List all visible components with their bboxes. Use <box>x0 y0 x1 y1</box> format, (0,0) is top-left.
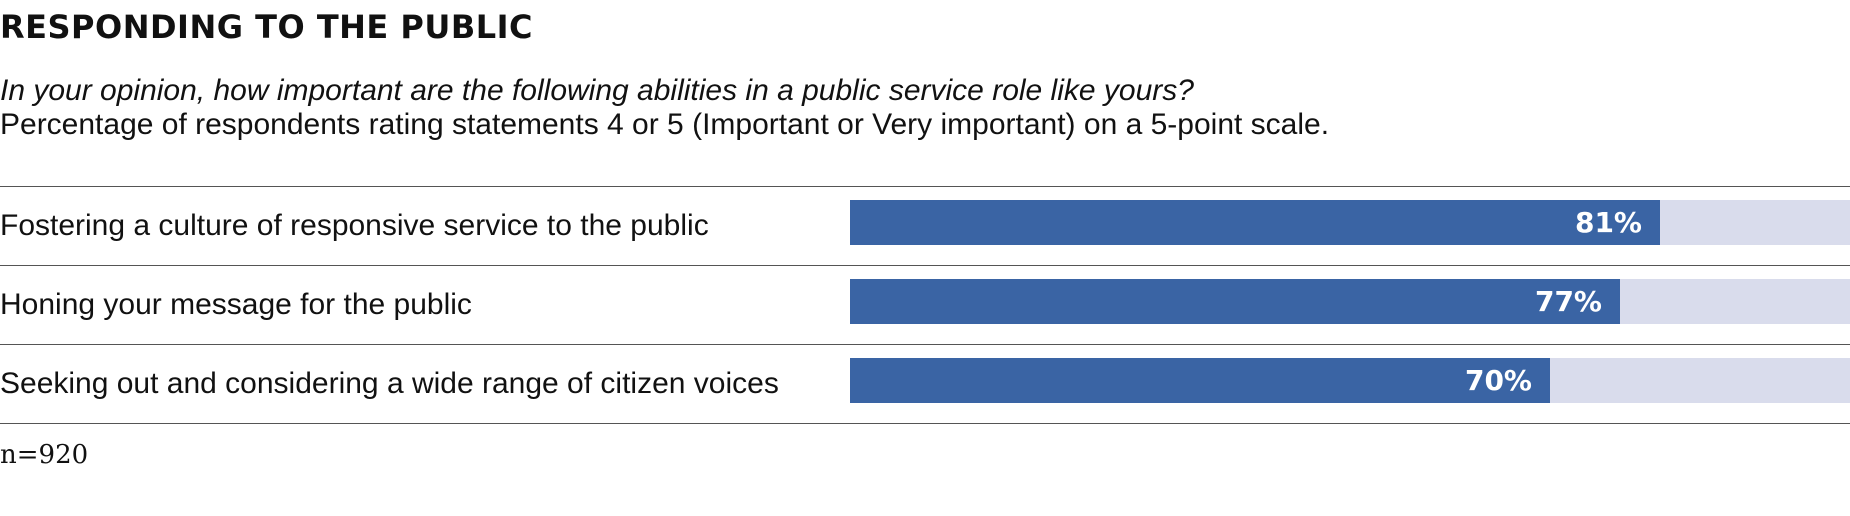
bar <box>850 279 1620 324</box>
bar-row: Seeking out and considering a wide range… <box>0 344 1850 423</box>
category-label: Honing your message for the public <box>0 288 472 321</box>
row-divider <box>0 423 1850 424</box>
chart-subtitle: In your opinion, how important are the f… <box>0 74 1194 107</box>
bar-value-label: 81% <box>1574 206 1642 239</box>
bar <box>850 358 1550 403</box>
bar <box>850 200 1660 245</box>
category-label: Fostering a culture of responsive servic… <box>0 209 709 242</box>
bar-row: Fostering a culture of responsive servic… <box>0 186 1850 265</box>
row-divider <box>0 344 1850 345</box>
bar-track: 81% <box>850 200 1850 245</box>
category-label: Seeking out and considering a wide range… <box>0 367 779 400</box>
bar-value-label: 77% <box>1534 285 1602 318</box>
row-divider <box>0 265 1850 266</box>
bar-track: 77% <box>850 279 1850 324</box>
bar-track: 70% <box>850 358 1850 403</box>
sample-size-note: n=920 <box>0 440 89 470</box>
chart-title: RESPONDING TO THE PUBLIC <box>0 8 534 46</box>
bar-row: Honing your message for the public 77% <box>0 265 1850 344</box>
bar-value-label: 70% <box>1464 364 1532 397</box>
row-divider <box>0 186 1850 187</box>
chart-description: Percentage of respondents rating stateme… <box>0 108 1330 141</box>
